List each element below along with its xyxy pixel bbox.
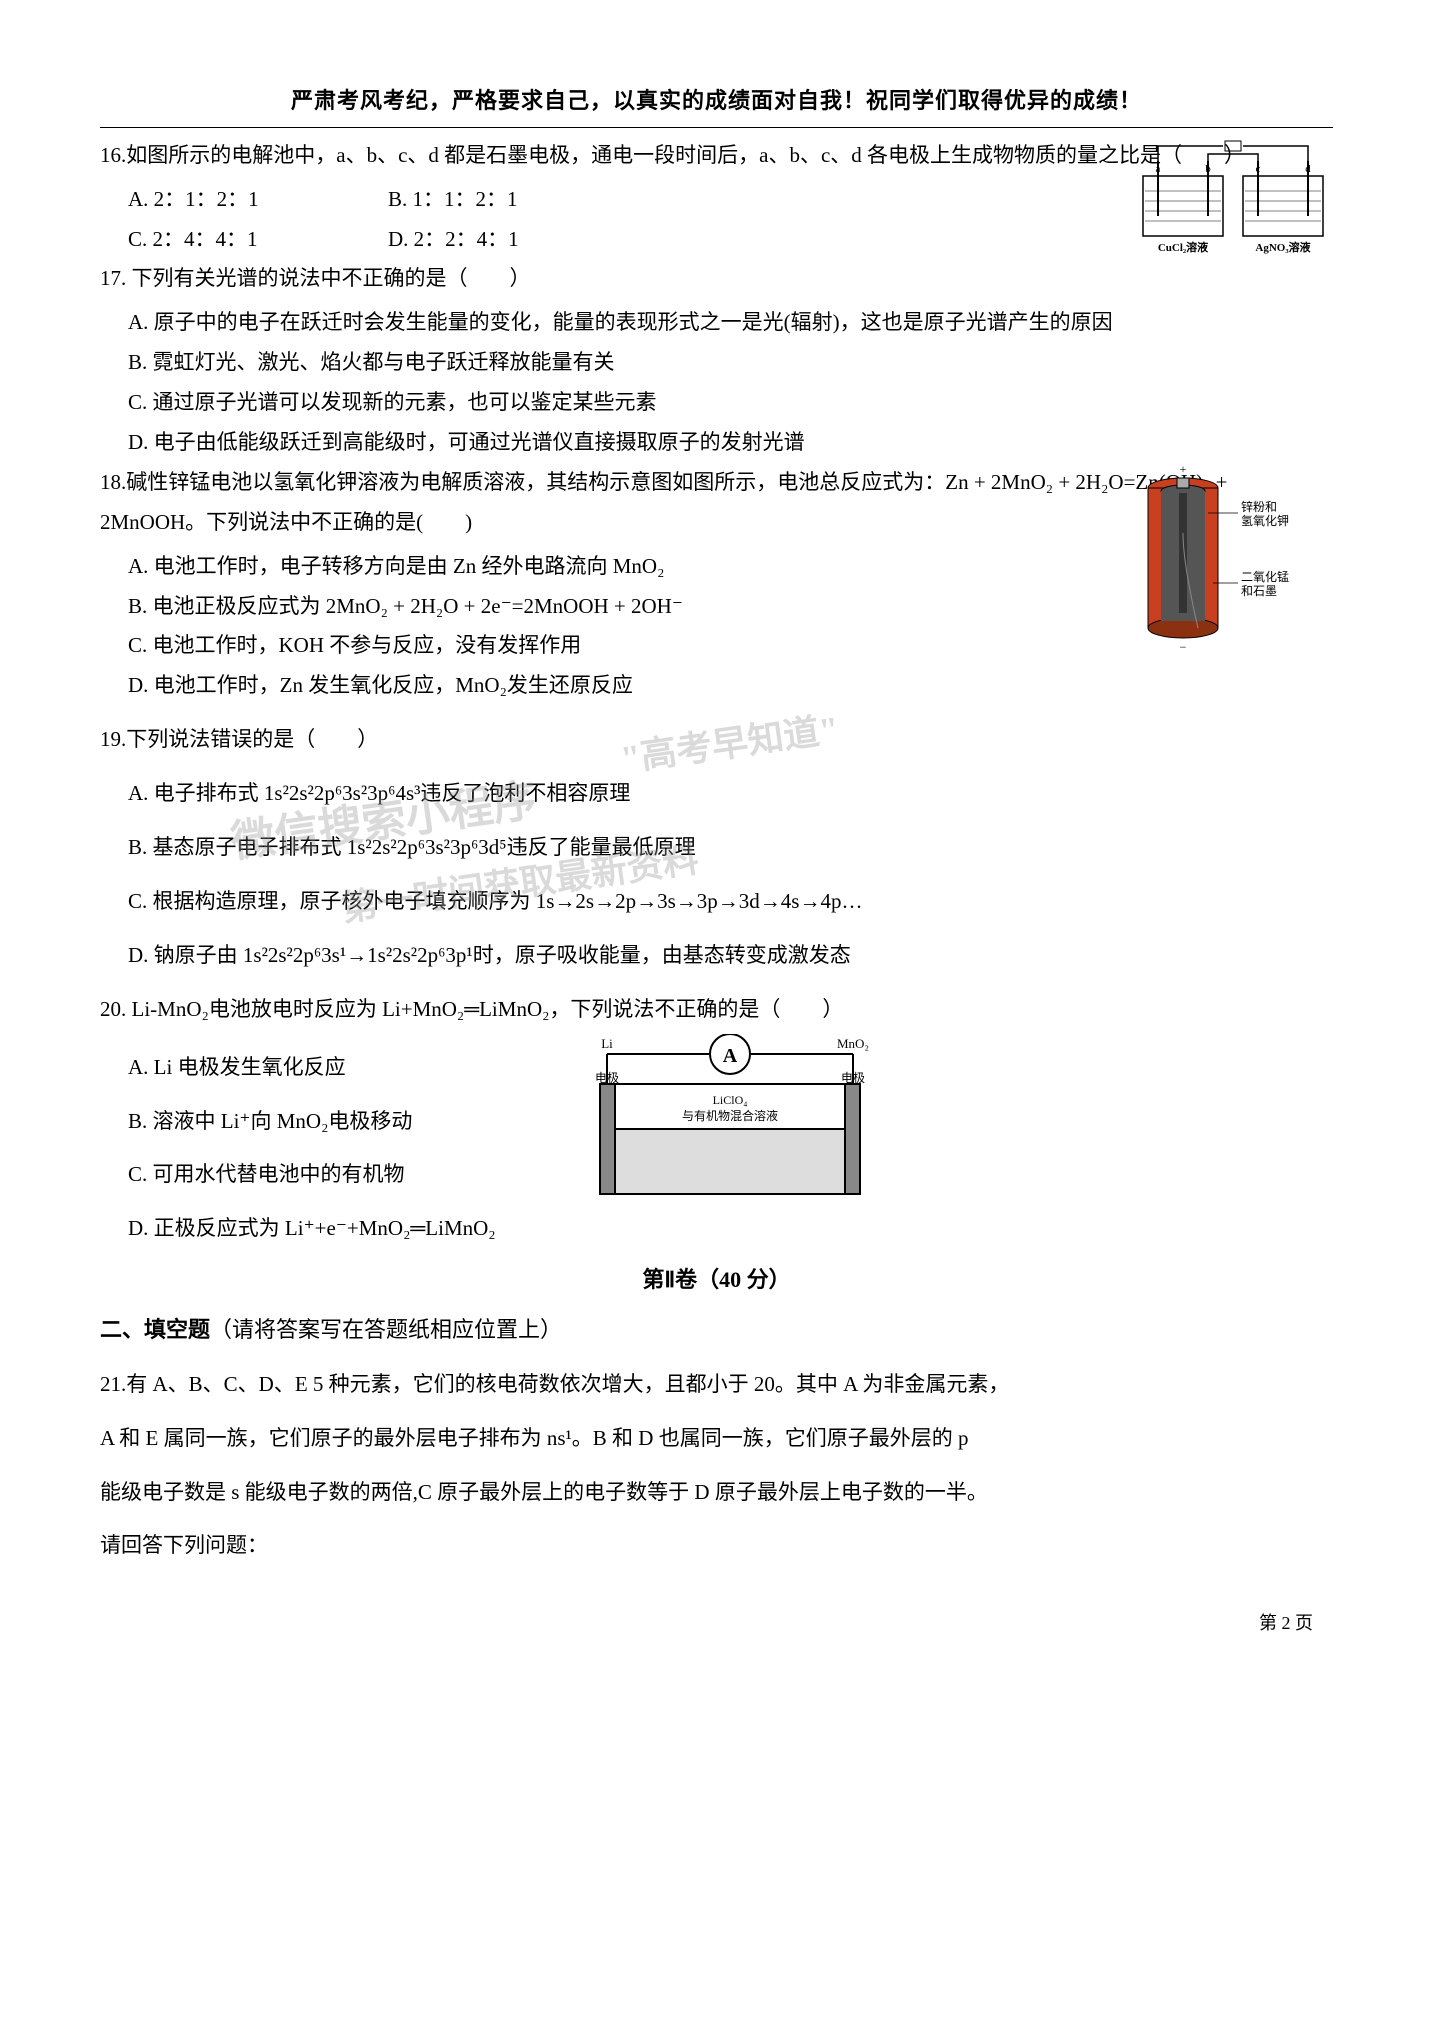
battery-label-2a: 二氧化锰 [1241,569,1289,584]
electrolysis-diagram: a b c d CuCl₂溶液 AgNO₃溶液 [1133,136,1333,256]
question-19-stem: 19.下列说法错误的是（ ） [100,720,1333,760]
battery-label-1b: 氢氧化钾 [1241,513,1289,528]
q19-option-c: C. 根据构造原理，原子核外电子填充顺序为 1s→2s→2p→3s→3p→3d→… [100,882,1333,922]
q21-line3: 能级电子数是 s 能级电子数的两倍,C 原子最外层上的电子数等于 D 原子最外层… [100,1473,1333,1513]
electrode-a-label: a [1156,163,1161,175]
q20-option-a: A. Li 电极发生氧化反应 [100,1048,520,1088]
solution2-label: AgNO₃溶液 [1255,240,1311,254]
q16-option-c: C. 2：4：4：1 [128,220,388,260]
li-electrode-label2: 电极 [595,1071,619,1085]
mno2-electrode-label2: 电极 [841,1071,865,1085]
q17-option-c: C. 通过原子光谱可以发现新的元素，也可以鉴定某些元素 [100,383,1333,423]
q17-option-b: B. 霓虹灯光、激光、焰火都与电子跃迁释放能量有关 [100,343,1333,383]
q16-option-a: A. 2：1：2：1 [128,180,388,220]
svg-text:+: + [1180,463,1187,476]
page-number: 第 2 页 [100,1606,1333,1640]
limno2-diagram: A Li 电极 MnO₂ 电极 LiClO₄ 与有机物混合溶液 [560,1034,900,1228]
q19-option-d: D. 钠原子由 1s²2s²2p⁶3s¹→1s²2s²2p⁶3p¹时，原子吸收能… [100,936,1333,976]
q21-line4: 请回答下列问题： [100,1526,1333,1566]
battery-diagram: + − 锌粉和 氢氧化钾 二氧化锰 和石墨 [1133,463,1313,677]
q21-line2: A 和 E 属同一族，它们原子的最外层电子排布为 ns¹。B 和 D 也属同一族… [100,1419,1333,1459]
question-19-block: 19.下列说法错误的是（ ） A. 电子排布式 1s²2s²2p⁶3s²3p⁶4… [100,720,1333,975]
fill-blank-heading: 二、填空题 [100,1317,210,1342]
q19-option-b: B. 基态原子电子排布式 1s²2s²2p⁶3s²3p⁶3d⁵违反了能量最低原理 [100,828,1333,868]
fill-blank-note: （请将答案写在答题纸相应位置上） [210,1317,562,1342]
question-16-block: 16.如图所示的电解池中，a、b、c、d 都是石墨电极，通电一段时间后，a、b、… [100,136,1333,260]
solution1-label: CuCl₂溶液 [1158,240,1209,254]
q16-option-d: D. 2：2：4：1 [388,220,648,260]
electrode-b-label: b [1205,163,1211,175]
q17-option-a: A. 原子中的电子在跃迁时会发生能量的变化，能量的表现形式之一是光(辐射)，这也… [100,303,1333,343]
svg-text:−: − [1180,640,1187,654]
header-divider [100,127,1333,128]
section-2-heading: 二、填空题（请将答案写在答题纸相应位置上） [100,1309,1333,1351]
electrode-d-label: d [1305,163,1311,175]
battery-label-1a: 锌粉和 [1241,500,1277,514]
ammeter-label: A [723,1045,738,1067]
q21-line1: 21.有 A、B、C、D、E 5 种元素，它们的核电荷数依次增大，且都小于 20… [100,1365,1333,1405]
battery-label-2b: 和石墨 [1241,584,1277,598]
q20-option-d: D. 正极反应式为 Li⁺+e⁻+MnO₂═LiMnO₂ [100,1209,520,1249]
liclo4-label: LiClO₄ [713,1093,748,1107]
electrode-c-label: c [1256,163,1261,175]
solvent-label: 与有机物混合溶液 [682,1108,778,1123]
question-20-stem: 20. Li‐MnO₂电池放电时反应为 Li+MnO₂═LiMnO₂，下列说法不… [100,990,1333,1030]
q19-option-a: A. 电子排布式 1s²2s²2p⁶3s²3p⁶4s³违反了泡利不相容原理 [100,774,1333,814]
question-17-stem: 17. 下列有关光谱的说法中不正确的是（ ） [100,259,1333,299]
q20-option-c: C. 可用水代替电池中的有机物 [100,1155,520,1195]
li-electrode-label1: Li [601,1036,613,1051]
exam-header-notice: 严肃考风考纪，严格要求自己，以真实的成绩面对自我！祝同学们取得优异的成绩！ [100,80,1333,122]
q17-option-d: D. 电子由低能级跃迁到高能级时，可通过光谱仪直接摄取原子的发射光谱 [100,423,1333,463]
question-18-block: 18.碱性锌锰电池以氢氧化钾溶液为电解质溶液，其结构示意图如图所示，电池总反应式… [100,463,1333,706]
mno2-electrode-label1: MnO₂ [837,1036,869,1051]
q16-option-b: B. 1：1：2：1 [388,180,648,220]
q20-option-b: B. 溶液中 Li⁺向 MnO₂电极移动 [100,1102,520,1142]
section-2-title: 第Ⅱ卷（40 分） [100,1259,1333,1301]
